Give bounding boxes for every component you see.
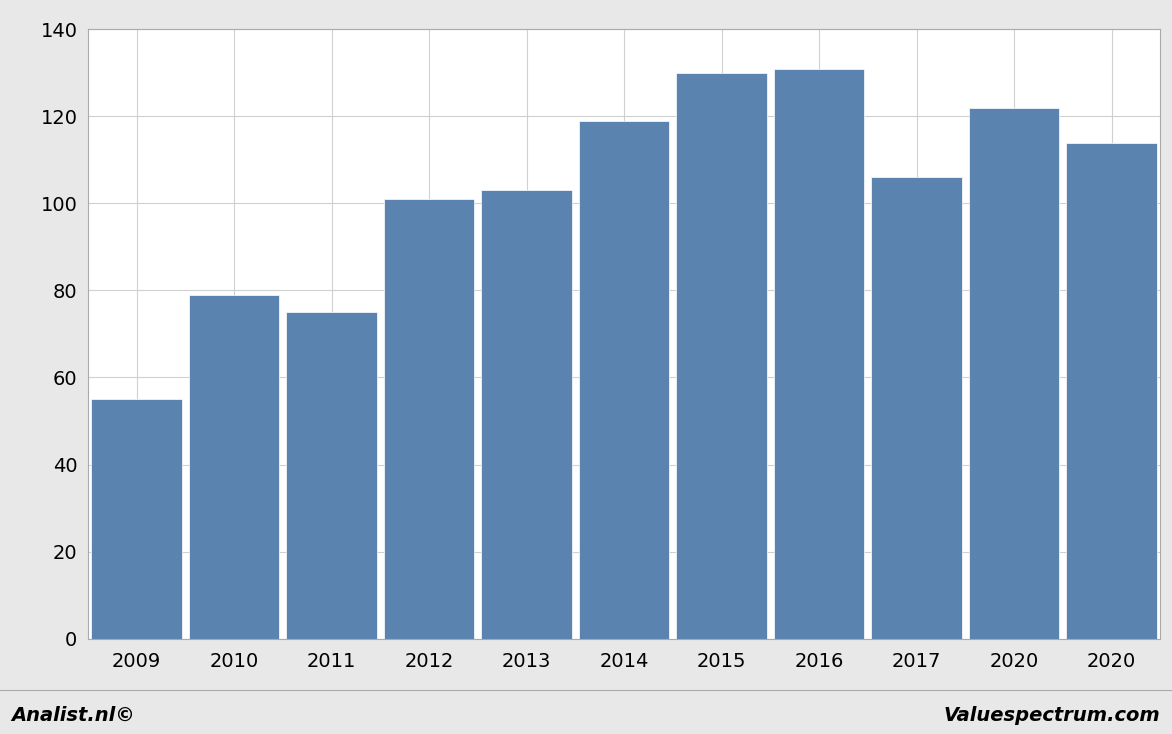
Text: Analist.nl©: Analist.nl©: [12, 706, 136, 725]
Bar: [969, 108, 1059, 639]
Bar: [871, 178, 962, 639]
Bar: [1067, 142, 1157, 639]
Text: Valuespectrum.com: Valuespectrum.com: [943, 706, 1160, 725]
Bar: [482, 190, 572, 639]
Bar: [579, 121, 669, 639]
Bar: [91, 399, 182, 639]
Bar: [774, 68, 865, 639]
Bar: [286, 312, 377, 639]
Bar: [383, 199, 475, 639]
Bar: [676, 73, 766, 639]
Bar: [189, 295, 279, 639]
